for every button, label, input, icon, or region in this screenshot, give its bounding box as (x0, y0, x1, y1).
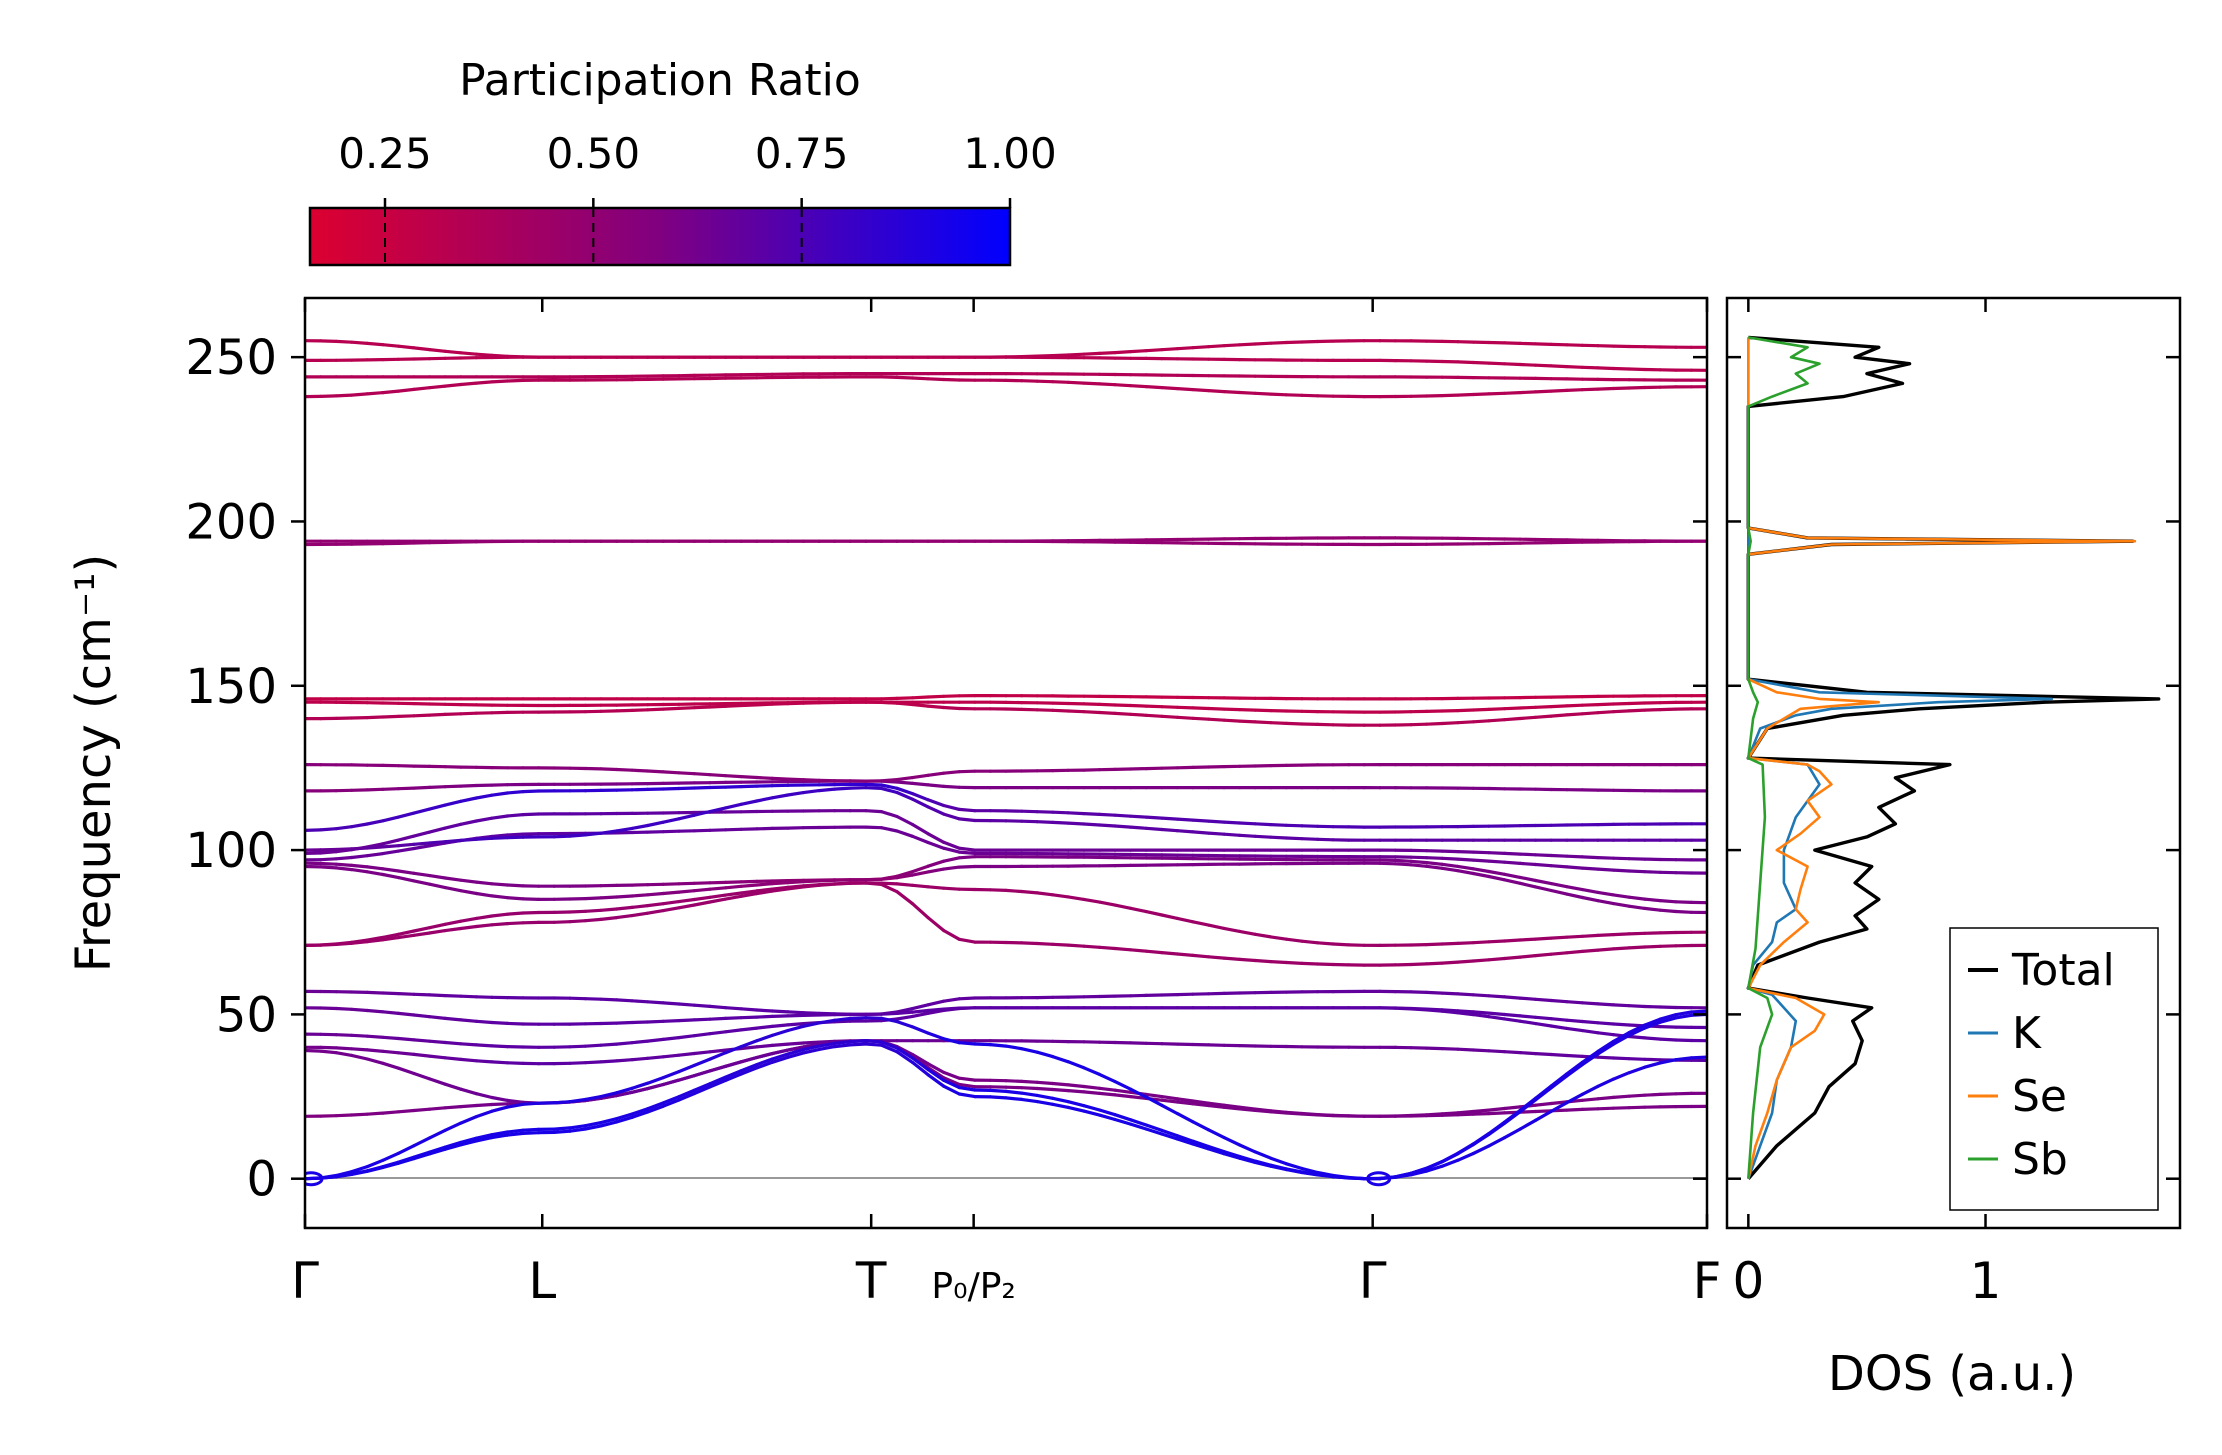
optical-band (305, 693, 1707, 701)
y-tick-label: 50 (216, 987, 277, 1043)
optical-band (305, 861, 1707, 915)
optical-band (305, 881, 1707, 967)
optical-band (305, 700, 1707, 714)
band-lines (305, 339, 1707, 1187)
main-axes-frame (303, 296, 1709, 1230)
k-point-label: Γ (291, 1252, 319, 1310)
main-x-ticks: Γ L T P₀/P₂ Γ F (291, 298, 1721, 1310)
optical-band (305, 375, 1707, 399)
optical-band (305, 786, 1707, 852)
legend-label: Total (2011, 945, 2115, 996)
y-tick-label: 100 (185, 823, 277, 879)
band-structure-panel: 0 50 100 150 200 250 Γ L T P₀/P₂ Γ F Frequency (cm… (66, 296, 1721, 1310)
optical-band (305, 825, 1707, 875)
colorbar-tick-label: 0.75 (755, 129, 849, 178)
dos-x-tick-label: 1 (1970, 1252, 2002, 1310)
optical-band (305, 355, 1707, 372)
legend-label: Se (2012, 1071, 2067, 1122)
optical-band (305, 372, 1707, 382)
dos-legend: Total K Se Sb (1949, 927, 2159, 1211)
gamma-point-marker (1366, 1171, 1392, 1187)
colorbar-gradient (308, 206, 1012, 267)
colorbar-tick-label: 0.25 (338, 129, 432, 178)
main-y-ticks: 0 50 100 150 200 250 (185, 330, 1707, 1208)
dos-x-axis-label: DOS (a.u.) (1828, 1346, 2076, 1402)
dos-x-tick-label: 0 (1732, 1252, 1764, 1310)
k-point-label: Γ (1359, 1252, 1387, 1310)
optical-band (305, 1039, 1707, 1066)
y-tick-label: 150 (185, 659, 277, 715)
optical-band (305, 779, 1707, 793)
optical-band (305, 855, 1707, 905)
y-tick-label: 200 (185, 494, 277, 550)
optical-band (305, 881, 1707, 948)
dos-y-ticks (1727, 355, 2180, 1180)
colorbar-tick-label: 0.50 (547, 129, 641, 178)
colorbar-tick-label: 1.00 (963, 129, 1057, 178)
dos-series-k (1747, 337, 2054, 1180)
dos-series-sb (1747, 336, 1821, 1179)
y-tick-label: 0 (246, 1152, 277, 1208)
gamma-point-marker (305, 1171, 324, 1187)
k-point-label: L (528, 1252, 556, 1310)
optical-band (305, 536, 1707, 543)
y-tick-label: 250 (185, 330, 277, 386)
main-y-axis-label: Frequency (cm⁻¹) (66, 554, 122, 972)
colorbar: Participation Ratio 0.25 0.50 0.75 1.00 (308, 55, 1057, 267)
acoustic-band (305, 1009, 1707, 1181)
k-point-label: T (855, 1252, 887, 1310)
k-point-label: P₀/P₂ (931, 1266, 1015, 1307)
dos-axes-frame (1725, 296, 2182, 1230)
colorbar-ticks: 0.25 0.50 0.75 1.00 (338, 129, 1057, 265)
optical-band (305, 782, 1707, 833)
k-point-label: F (1693, 1252, 1722, 1310)
legend-label: Sb (2012, 1134, 2068, 1185)
legend-label: K (2012, 1008, 2042, 1059)
optical-band (305, 700, 1707, 727)
acoustic-band (305, 1012, 1707, 1181)
colorbar-title: Participation Ratio (459, 55, 861, 106)
optical-band (305, 762, 1707, 783)
optical-band (305, 989, 1707, 1017)
optical-band (305, 339, 1707, 359)
legend-box (1949, 927, 2159, 1211)
dos-lines (1746, 335, 2161, 1180)
